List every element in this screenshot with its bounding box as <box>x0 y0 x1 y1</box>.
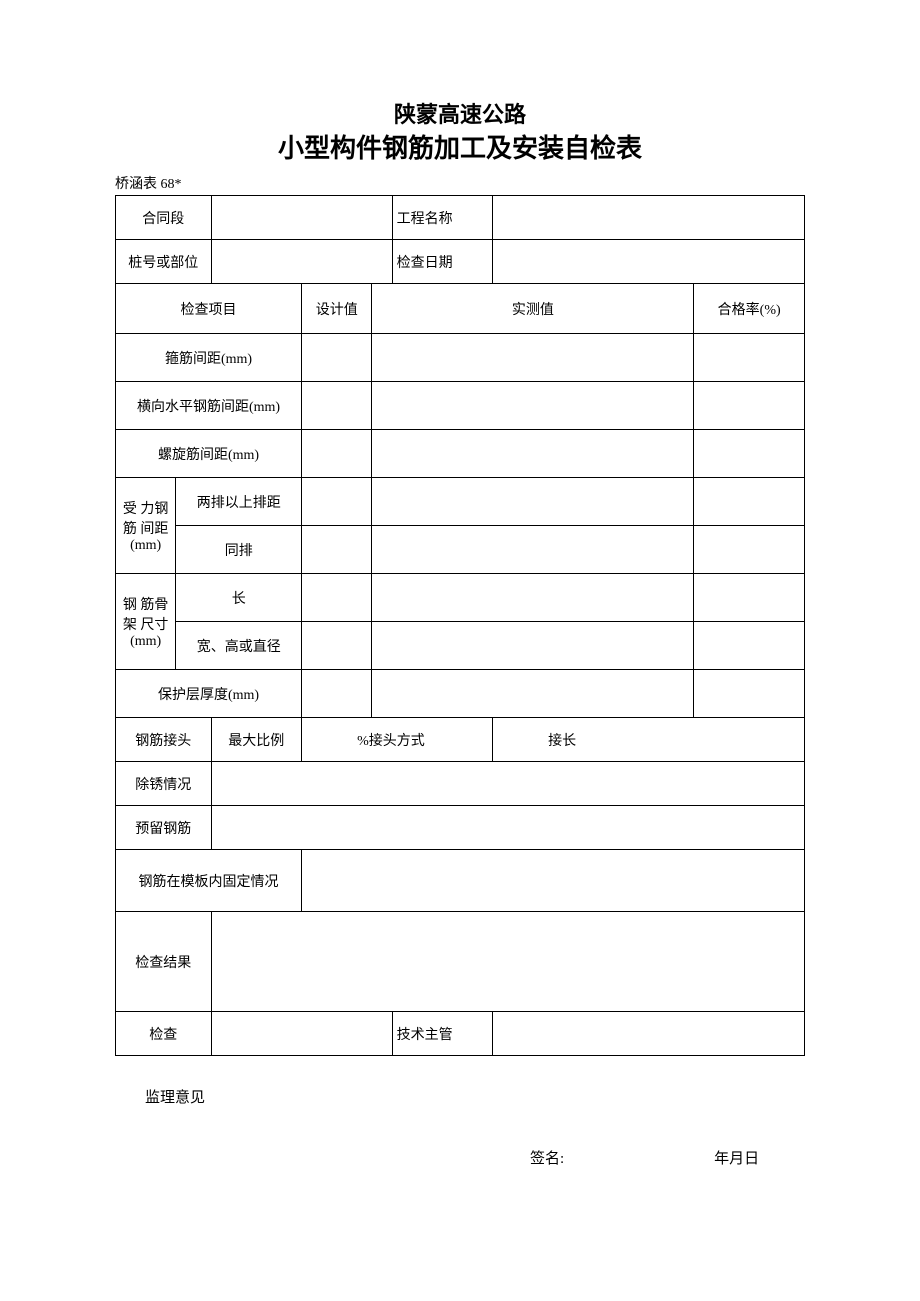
label-pass-rate: 合格率(%) <box>694 284 805 334</box>
label-stirrup-spacing: 箍筋间距(mm) <box>116 334 302 382</box>
title-line-1: 陕蒙高速公路 <box>115 100 805 131</box>
val-horiz-design <box>302 382 372 430</box>
label-spiral-spacing: 螺旋筋间距(mm) <box>116 430 302 478</box>
val-whd-rate <box>694 622 805 670</box>
value-check-date <box>493 240 805 284</box>
value-pile-part <box>211 240 392 284</box>
signature-row: 签名: 年月日 <box>115 1147 805 1168</box>
val-cover-rate <box>694 670 805 718</box>
label-contract-section: 合同段 <box>116 196 212 240</box>
val-samerow-rate <box>694 526 805 574</box>
val-length-rate <box>694 574 805 622</box>
label-max-ratio: 最大比例 <box>211 718 302 762</box>
label-tech-supervisor: 技术主管 <box>392 1012 493 1056</box>
val-reserved-rebar <box>211 806 804 850</box>
footer-block: 监理意见 签名: 年月日 <box>115 1086 805 1168</box>
val-fixing <box>302 850 805 912</box>
label-check-result: 检查结果 <box>116 912 212 1012</box>
val-horiz-measured <box>372 382 694 430</box>
val-inspector <box>211 1012 392 1056</box>
label-project-name: 工程名称 <box>392 196 493 240</box>
val-tworow-design <box>302 478 372 526</box>
val-cover-measured <box>372 670 694 718</box>
val-stirrup-rate <box>694 334 805 382</box>
val-horiz-rate <box>694 382 805 430</box>
label-inspector: 检查 <box>116 1012 212 1056</box>
signature-label: 签名: <box>530 1147 564 1168</box>
label-length: 长 <box>176 574 302 622</box>
value-project-name <box>493 196 805 240</box>
label-rebar-frame: 钢 筋骨 架 尺寸(mm) <box>116 574 176 670</box>
val-stirrup-design <box>302 334 372 382</box>
value-contract-section <box>211 196 392 240</box>
label-cover-thickness: 保护层厚度(mm) <box>116 670 302 718</box>
val-spiral-rate <box>694 430 805 478</box>
label-pile-part: 桩号或部位 <box>116 240 212 284</box>
label-rust-removal: 除锈情况 <box>116 762 212 806</box>
label-whd: 宽、高或直径 <box>176 622 302 670</box>
val-spiral-design <box>302 430 372 478</box>
title-line-2: 小型构件钢筋加工及安装自检表 <box>115 131 805 167</box>
label-check-date: 检查日期 <box>392 240 493 284</box>
supervisor-opinion: 监理意见 <box>145 1086 805 1107</box>
val-whd-design <box>302 622 372 670</box>
inspection-table: 合同段 工程名称 桩号或部位 检查日期 检查项目 设计值 实测值 合格率(%) … <box>115 195 805 1056</box>
label-design-value: 设计值 <box>302 284 372 334</box>
title-block: 陕蒙高速公路 小型构件钢筋加工及安装自检表 <box>115 100 805 167</box>
date-label: 年月日 <box>714 1147 759 1168</box>
val-whd-measured <box>372 622 694 670</box>
label-rebar-joint: 钢筋接头 <box>116 718 212 762</box>
label-force-rebar: 受 力钢 筋 间距(mm) <box>116 478 176 574</box>
val-tworow-rate <box>694 478 805 526</box>
label-joint-length: 接长 <box>493 718 805 762</box>
label-joint-method: %接头方式 <box>302 718 493 762</box>
form-number: 桥涵表 68* <box>115 173 805 193</box>
val-samerow-measured <box>372 526 694 574</box>
val-tech-supervisor <box>493 1012 805 1056</box>
val-cover-design <box>302 670 372 718</box>
val-spiral-measured <box>372 430 694 478</box>
label-same-row: 同排 <box>176 526 302 574</box>
val-length-measured <box>372 574 694 622</box>
val-samerow-design <box>302 526 372 574</box>
label-check-item: 检查项目 <box>116 284 302 334</box>
label-reserved-rebar: 预留钢筋 <box>116 806 212 850</box>
label-measured-value: 实测值 <box>372 284 694 334</box>
val-tworow-measured <box>372 478 694 526</box>
label-fixing: 钢筋在模板内固定情况 <box>116 850 302 912</box>
val-stirrup-measured <box>372 334 694 382</box>
label-horizontal-spacing: 横向水平钢筋间距(mm) <box>116 382 302 430</box>
val-check-result <box>211 912 804 1012</box>
val-length-design <box>302 574 372 622</box>
val-rust-removal <box>211 762 804 806</box>
label-two-row: 两排以上排距 <box>176 478 302 526</box>
